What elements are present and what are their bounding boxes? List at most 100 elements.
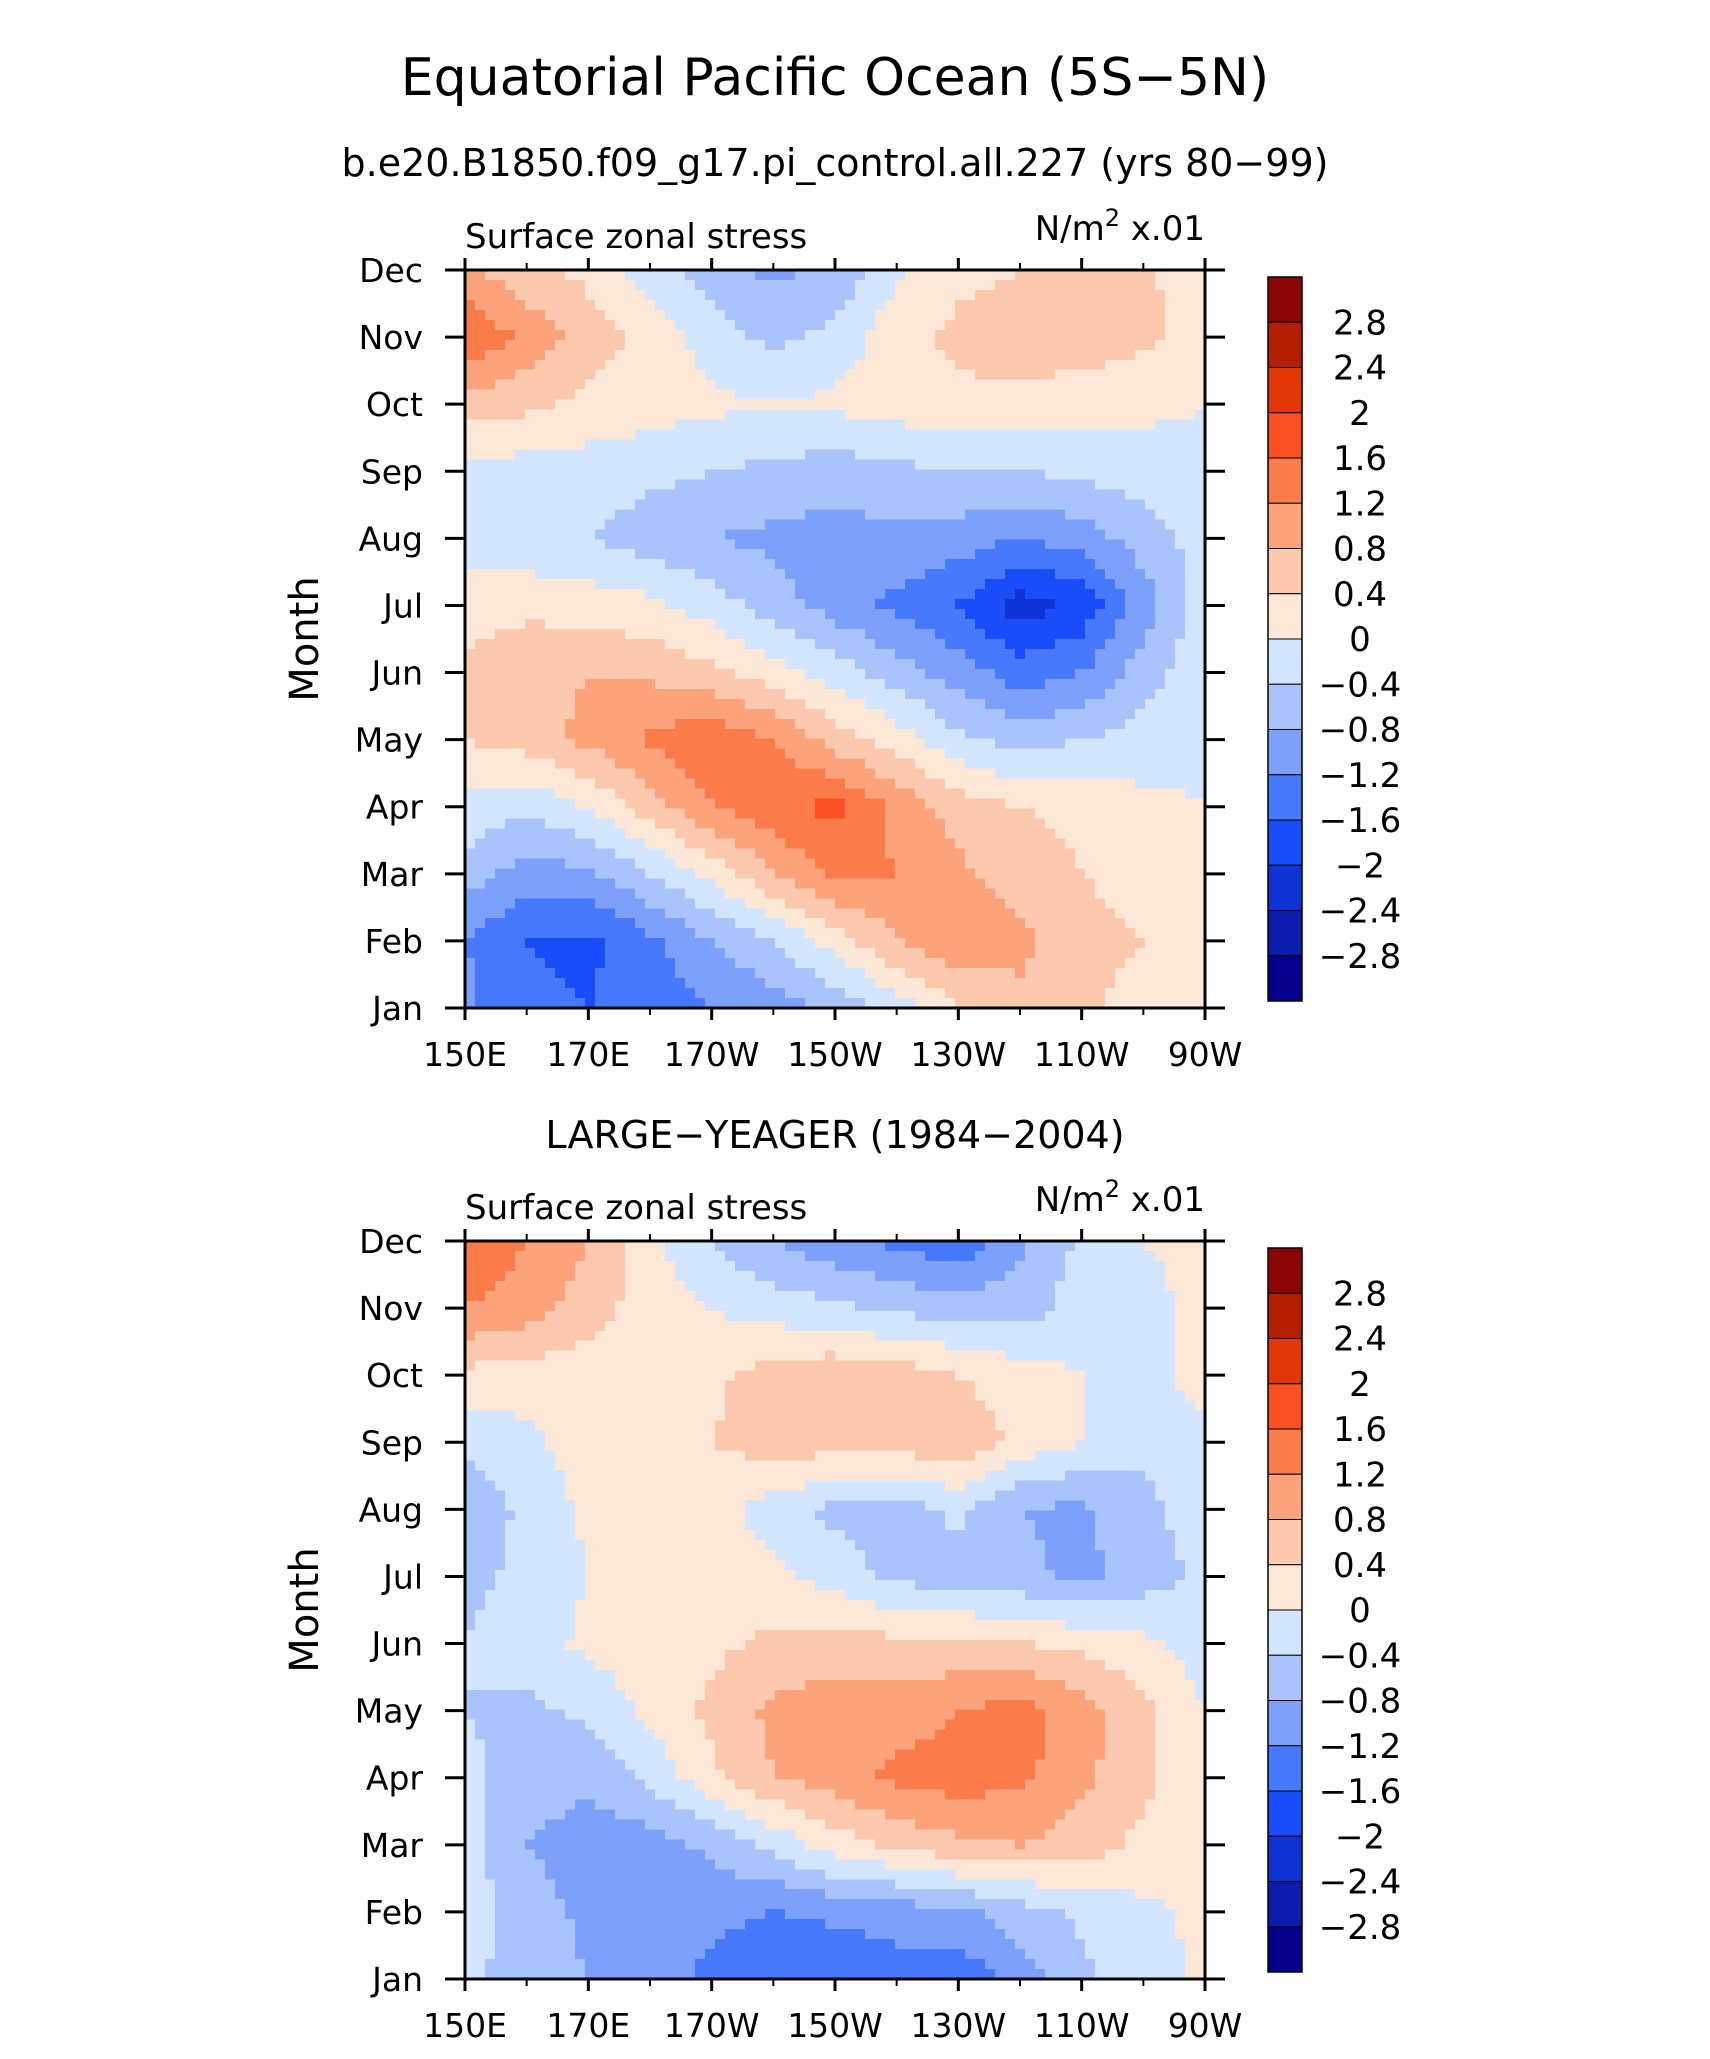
contour-cell [1015, 379, 1026, 391]
contour-cell [615, 938, 626, 949]
contour-cell [1035, 639, 1046, 650]
contour-cell [905, 848, 916, 859]
contour-cell [625, 768, 636, 780]
contour-cell [1195, 499, 1206, 510]
contour-cell [855, 928, 866, 939]
contour-cell [865, 499, 876, 510]
contour-cell [905, 559, 916, 570]
contour-cell [1105, 738, 1116, 750]
contour-cell [585, 658, 596, 670]
contour-cell [1195, 878, 1206, 889]
contour-cell [675, 768, 686, 780]
contour-cell [985, 339, 996, 351]
contour-cell [595, 898, 606, 909]
contour-cell [635, 688, 646, 700]
contour-cell [485, 738, 496, 750]
contour-cell [485, 788, 496, 800]
contour-cell [985, 708, 996, 720]
contour-cell [965, 489, 976, 500]
contour-cell [755, 858, 766, 869]
contour-cell [935, 359, 946, 371]
contour-cell [635, 599, 646, 610]
contour-cell [1005, 778, 1016, 790]
contour-cell [975, 279, 986, 291]
contour-cell [1075, 668, 1086, 680]
contour-cell [805, 359, 816, 371]
contour-cell [745, 658, 756, 670]
contour-cell [1015, 489, 1026, 500]
contour-cell [975, 439, 986, 451]
contour-cell [1035, 549, 1046, 560]
contour-cell [665, 359, 676, 371]
contour-cell [565, 309, 576, 321]
contour-cell [615, 678, 626, 690]
contour-cell [995, 539, 1006, 550]
contour-cell [1025, 599, 1036, 610]
contour-cell [1115, 619, 1126, 630]
contour-cell [835, 828, 846, 840]
contour-cell [925, 838, 936, 850]
contour-cell [515, 579, 526, 590]
contour-cell [615, 639, 626, 650]
contour-cell [1175, 359, 1186, 371]
contour-cell [945, 519, 956, 530]
contour-cell [495, 509, 506, 520]
contour-cell [575, 908, 586, 919]
contour-cell [845, 509, 856, 520]
contour-cell [495, 559, 506, 570]
contour-cell [845, 299, 856, 311]
contour-cell [1165, 758, 1176, 770]
contour-cell [765, 808, 776, 820]
contour-cell [775, 369, 786, 381]
contour-cell [745, 270, 756, 281]
contour-cell [475, 838, 486, 850]
contour-cell [955, 888, 966, 899]
contour-cell [545, 898, 556, 909]
contour-cell [975, 778, 986, 790]
contour-cell [905, 359, 916, 371]
contour-cell [575, 389, 586, 401]
contour-cell [1195, 359, 1206, 371]
contour-cell [705, 609, 716, 620]
contour-cell [615, 668, 626, 680]
contour-cell [1055, 848, 1066, 859]
contour-cell [825, 529, 836, 540]
contour-cell [535, 569, 546, 580]
contour-cell [555, 609, 566, 620]
contour-cell [1155, 489, 1166, 500]
contour-cell [1145, 768, 1156, 780]
contour-cell [595, 359, 606, 371]
contour-cell [705, 270, 716, 281]
contour-cell [555, 798, 566, 810]
contour-cell [645, 858, 656, 869]
contour-cell [965, 858, 976, 869]
contour-cell [1175, 409, 1186, 421]
contour-cell [1175, 499, 1186, 510]
contour-cell [755, 678, 766, 690]
contour-cell [715, 339, 726, 351]
contour-cell [755, 818, 766, 830]
contour-cell [565, 688, 576, 700]
contour-cell [725, 279, 736, 291]
contour-cell [595, 349, 606, 361]
contour-cell [775, 658, 786, 670]
contour-cell [965, 299, 976, 311]
contour-cell [975, 619, 986, 630]
contour-cell [725, 888, 736, 899]
contour-cell [1135, 898, 1146, 909]
contour-cell [965, 399, 976, 411]
contour-cell [645, 389, 656, 401]
contour-cell [955, 489, 966, 500]
contour-cell [765, 439, 776, 451]
contour-cell [515, 279, 526, 291]
contour-cell [565, 648, 576, 660]
contour-cell [695, 918, 706, 929]
contour-cell [1095, 788, 1106, 800]
contour-cell [885, 270, 896, 281]
contour-cell [985, 838, 996, 850]
contour-cell [635, 748, 646, 760]
contour-cell [725, 609, 736, 620]
contour-cell [835, 718, 846, 730]
contour-cell [1045, 479, 1056, 490]
contour-cell [1115, 738, 1126, 750]
